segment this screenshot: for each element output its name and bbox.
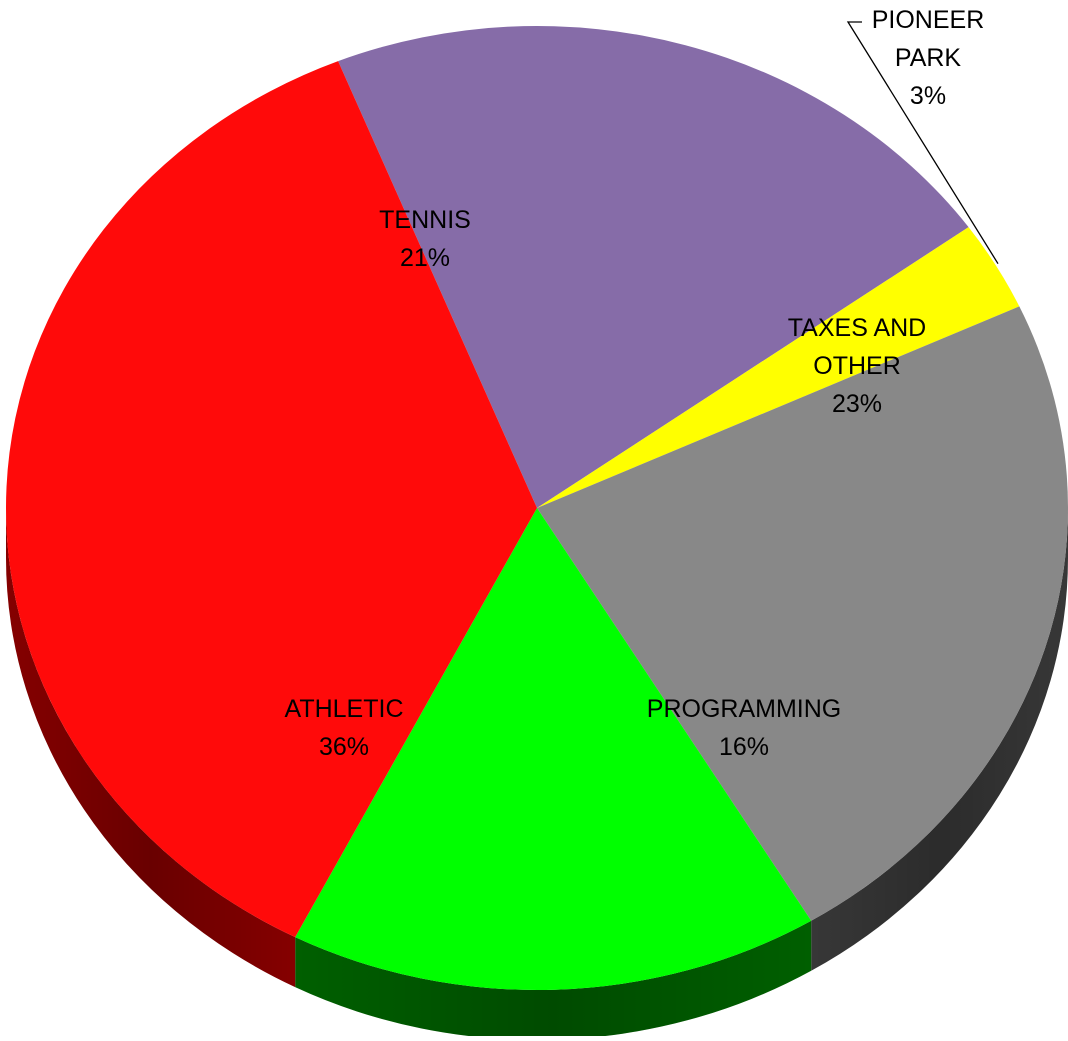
pie-sides [5, 508, 1068, 1040]
pie-side-shade-programming [295, 920, 812, 1040]
pie-percent-tennis: 21% [400, 244, 450, 272]
pie-label-taxes-and-other: TAXES AND OTHER 23% [788, 314, 926, 418]
pie-leader-lines [846, 21, 999, 265]
pie-slice-athletic [5, 61, 538, 938]
pie-percent-programming: 16% [719, 733, 769, 761]
pie-side-shade-athletic [5, 508, 296, 988]
pie-leader-line-pioneer-park [846, 21, 999, 265]
pie-label-line-programming: PROGRAMMING [647, 695, 841, 723]
pie-percent-athletic: 36% [319, 733, 369, 761]
pie-tops [5, 26, 1068, 991]
pie-label-athletic: ATHLETIC 36% [285, 695, 404, 761]
pie-labels: TENNIS 21% PIONEER PARK 3% TAXES AND OTHER 23% P… [285, 6, 985, 761]
pie-slice-tennis [338, 26, 969, 508]
pie-side-shade-taxes-and-other [811, 508, 1068, 971]
pie-label-line-taxes-and-other: OTHER [813, 352, 901, 380]
pie-label-tennis: TENNIS 21% [379, 206, 471, 272]
pie-label-programming: PROGRAMMING 16% [647, 695, 841, 761]
pie-label-line-tennis: TENNIS [379, 206, 471, 234]
pie-slice-pioneer-park [537, 227, 1020, 509]
pie-slice-programming [295, 508, 812, 991]
pie-label-line-athletic: ATHLETIC [285, 695, 404, 723]
pie-label-pioneer-park: PIONEER PARK 3% [872, 6, 985, 110]
pie-percent-pioneer-park: 3% [910, 82, 946, 110]
pie-label-line-pioneer-park: PIONEER [872, 6, 985, 34]
pie-label-line-taxes-and-other: TAXES AND [788, 314, 926, 342]
pie-label-line-pioneer-park: PARK [895, 44, 962, 72]
pie-slice-taxes-and-other [537, 306, 1068, 921]
pie-percent-taxes-and-other: 23% [832, 390, 882, 418]
